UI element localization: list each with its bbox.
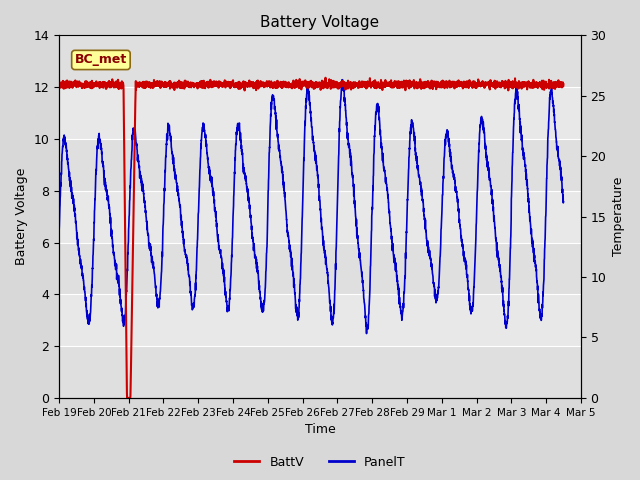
Y-axis label: Temperature: Temperature <box>612 177 625 256</box>
Legend: BattV, PanelT: BattV, PanelT <box>229 451 411 474</box>
X-axis label: Time: Time <box>305 423 335 436</box>
Bar <box>59 36 581 87</box>
Y-axis label: Battery Voltage: Battery Voltage <box>15 168 28 265</box>
Bar <box>59 346 581 398</box>
Bar <box>59 242 581 294</box>
Text: BC_met: BC_met <box>75 53 127 66</box>
Bar <box>59 139 581 191</box>
Title: Battery Voltage: Battery Voltage <box>260 15 380 30</box>
